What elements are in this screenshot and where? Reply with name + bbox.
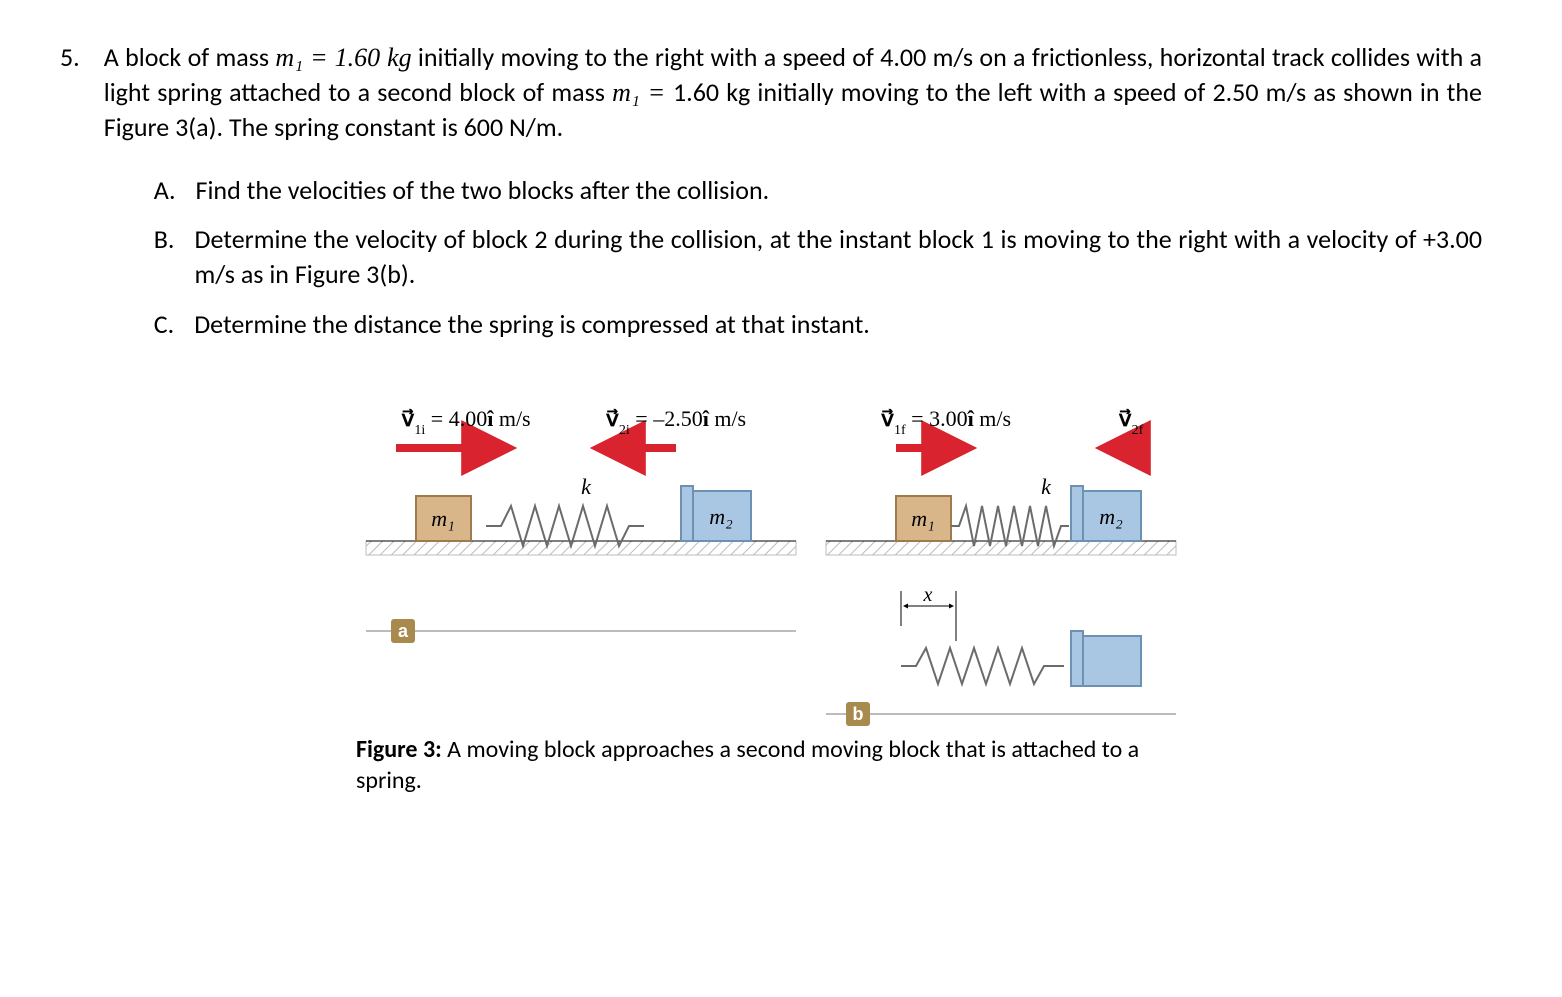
- part-A-label: A.: [154, 173, 176, 208]
- svg-text:m₁: m₁: [431, 506, 455, 531]
- svg-text:m₁: m₁: [911, 506, 935, 531]
- question-body: A block of mass m₁ = 1.60 kg initially m…: [104, 40, 1482, 356]
- question-number: 5.: [60, 40, 80, 75]
- part-B-label: B.: [154, 222, 175, 292]
- svg-text:v⃗2i = –2.50î m/s: v⃗2i = –2.50î m/s: [606, 406, 746, 438]
- svg-text:k: k: [1041, 474, 1052, 499]
- svg-text:v⃗1f = 3.00î m/s: v⃗1f = 3.00î m/s: [881, 406, 1011, 438]
- figure-caption: Figure 3: A moving block approaches a se…: [356, 734, 1186, 796]
- svg-text:x: x: [923, 584, 933, 606]
- fig-caption-rest: A moving block approaches a second movin…: [356, 735, 1139, 795]
- svg-text:b: b: [853, 704, 864, 724]
- svg-text:m₂: m₂: [1099, 504, 1123, 529]
- svg-text:k: k: [581, 474, 592, 499]
- part-B-text: Determine the velocity of block 2 during…: [194, 222, 1482, 292]
- svg-text:v⃗1i = 4.00î m/s: v⃗1i = 4.00î m/s: [401, 406, 530, 438]
- svg-text:a: a: [398, 621, 409, 641]
- qt-m2: m₁ =: [612, 78, 673, 107]
- svg-text:m₂: m₂: [709, 504, 733, 529]
- part-C-text: Determine the distance the spring is com…: [194, 307, 1482, 342]
- svg-text:v⃗2f: v⃗2f: [1119, 406, 1144, 438]
- part-A-text: Find the velocities of the two blocks af…: [196, 173, 1482, 208]
- figure-svg: m₁ m₂ k v⃗1i = 4.00î m/s v⃗2i = –2: [356, 386, 1186, 726]
- qt-m1: m₁ = 1.60 kg: [275, 43, 411, 72]
- part-C-label: C.: [154, 307, 174, 342]
- qt-1: A block of mass: [104, 41, 276, 73]
- fig-caption-bold: Figure 3:: [356, 735, 442, 764]
